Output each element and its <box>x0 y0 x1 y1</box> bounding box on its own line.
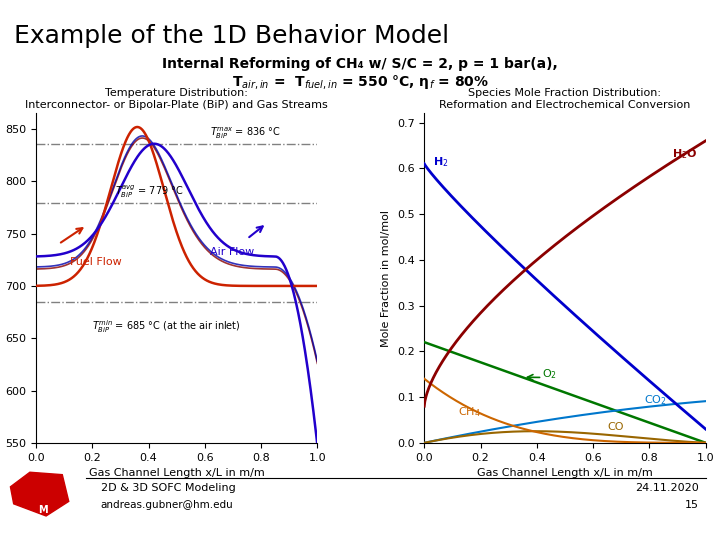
Text: O$_2$: O$_2$ <box>542 367 557 381</box>
Text: CH$_4$: CH$_4$ <box>458 406 481 419</box>
Title: Temperature Distribution:
Interconnector- or Bipolar-Plate (BiP) and Gas Streams: Temperature Distribution: Interconnector… <box>25 88 328 110</box>
Text: 2D & 3D SOFC Modeling: 2D & 3D SOFC Modeling <box>101 483 235 494</box>
Text: $T_{BiP}^{max}$ = 836 °C: $T_{BiP}^{max}$ = 836 °C <box>210 125 282 140</box>
Text: M: M <box>38 504 48 515</box>
Text: 24.11.2020: 24.11.2020 <box>634 483 698 494</box>
Text: Internal Reforming of CH₄ w/ S/C = 2, p = 1 bar(a),: Internal Reforming of CH₄ w/ S/C = 2, p … <box>162 57 558 71</box>
X-axis label: Gas Channel Length x/L in m/m: Gas Channel Length x/L in m/m <box>477 468 653 478</box>
Text: Example of the 1D Behavior Model: Example of the 1D Behavior Model <box>14 24 449 48</box>
Text: H$_2$: H$_2$ <box>433 155 449 169</box>
Y-axis label: Mole Fraction in mol/mol: Mole Fraction in mol/mol <box>381 210 391 347</box>
Text: 15: 15 <box>685 500 698 510</box>
Text: $T_{BiP}^{avg}$ = 779 °C: $T_{BiP}^{avg}$ = 779 °C <box>114 184 184 200</box>
Text: CO$_2$: CO$_2$ <box>644 393 667 407</box>
Polygon shape <box>11 472 68 516</box>
Text: Air Flow: Air Flow <box>210 247 255 256</box>
Text: T$_{air,in}$ =  T$_{fuel, in}$ = 550 °C, η$_f$ = 80%: T$_{air,in}$ = T$_{fuel, in}$ = 550 °C, … <box>232 73 488 91</box>
Text: andreas.gubner@hm.edu: andreas.gubner@hm.edu <box>101 500 233 510</box>
Text: Fuel Flow: Fuel Flow <box>70 257 122 267</box>
Text: H$_2$O: H$_2$O <box>672 147 698 161</box>
Text: $T_{BiP}^{min}$ = 685 °C (at the air inlet): $T_{BiP}^{min}$ = 685 °C (at the air inl… <box>92 319 241 335</box>
X-axis label: Gas Channel Length x/L in m/m: Gas Channel Length x/L in m/m <box>89 468 264 478</box>
Text: CO: CO <box>607 422 624 432</box>
Title: Species Mole Fraction Distribution:
Reformation and Electrochemical Conversion: Species Mole Fraction Distribution: Refo… <box>439 88 690 110</box>
